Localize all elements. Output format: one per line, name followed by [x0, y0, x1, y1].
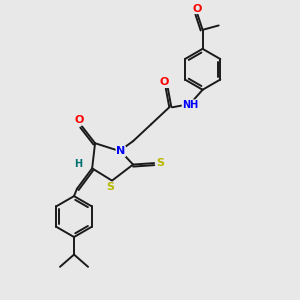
Text: O: O — [193, 4, 202, 14]
Text: H: H — [74, 159, 82, 169]
Text: NH: NH — [182, 100, 199, 110]
Text: S: S — [157, 158, 164, 168]
Text: S: S — [106, 182, 115, 192]
Text: O: O — [160, 77, 169, 87]
Text: O: O — [75, 115, 84, 125]
Text: N: N — [116, 146, 125, 156]
